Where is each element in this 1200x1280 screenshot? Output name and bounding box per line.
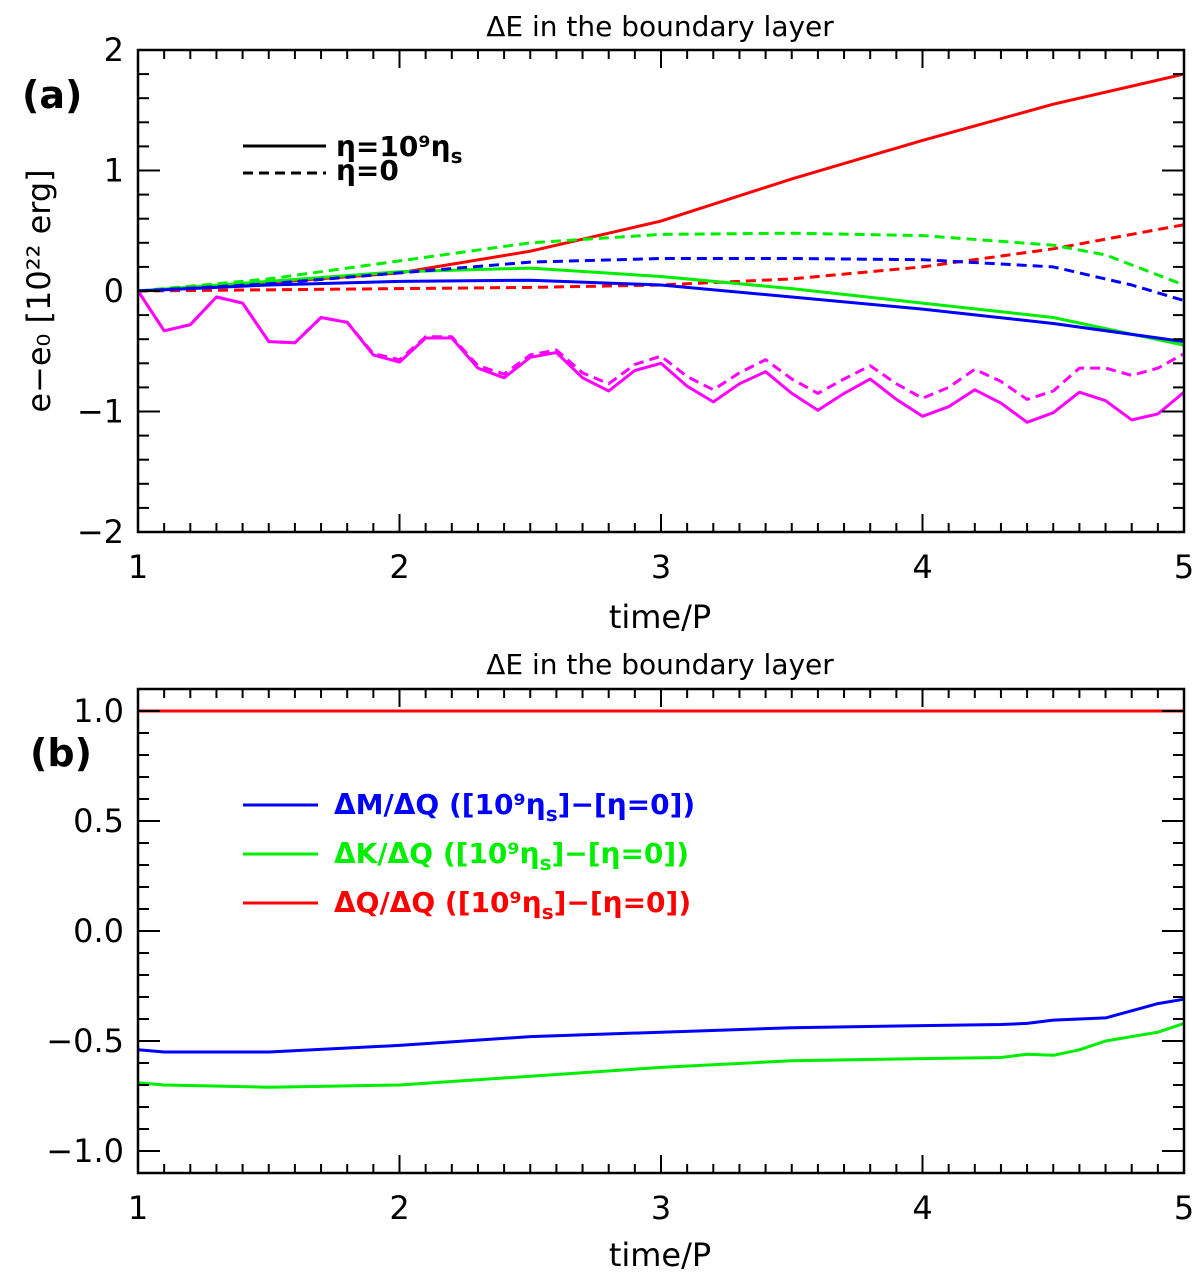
xtick-label-a-4: 5	[1174, 548, 1194, 586]
xtick-label-b-3: 4	[912, 1189, 932, 1227]
legend-a-item-2: η=0	[336, 154, 399, 187]
xtick-label-b-0: 1	[128, 1189, 148, 1227]
series-a-6	[136, 290, 1185, 424]
ytick-label-a-0: −2	[77, 513, 124, 551]
panel-b-frame	[136, 687, 1186, 1175]
xtick-label-b-1: 2	[389, 1189, 409, 1227]
series-a-3	[137, 231, 1185, 293]
series-a-2	[137, 266, 1185, 347]
panel-b-legend: ΔM/ΔQ ([10⁹ηs]−[η=0]) ΔK/ΔQ ([10⁹ηs]−[η=…	[243, 788, 695, 924]
panel-a-legend: η=10⁹ηs η=0	[243, 130, 462, 187]
ytick-label-a-2: 0	[104, 272, 124, 310]
xtick-label-a-2: 3	[651, 548, 671, 586]
panel-a-label: (a)	[22, 73, 82, 117]
ytick-label-a-1: −1	[77, 393, 124, 431]
legend-b-item-2: ΔK/ΔQ ([10⁹ηs]−[η=0])	[334, 837, 689, 875]
panel-b-title: ΔE in the boundary layer	[486, 648, 834, 681]
legend-b-item-3: ΔQ/ΔQ ([10⁹ηs]−[η=0])	[334, 886, 691, 924]
ytick-label-a-3: 1	[104, 152, 124, 190]
legend-a-item-1: η=10⁹ηs	[336, 130, 462, 168]
legend-b-item-1: ΔM/ΔQ ([10⁹ηs]−[η=0])	[334, 788, 695, 826]
series-a-7	[136, 290, 1185, 401]
series-b-1	[137, 1021, 1185, 1089]
panel-b: ΔE in the boundary layer (b) 1 2 3 4 5 −1.0 −0…	[30, 648, 1194, 1274]
series-a-4	[137, 278, 1185, 344]
ytick-label-b-3: 0.5	[73, 802, 124, 840]
ytick-label-b-1: −0.5	[46, 1022, 124, 1060]
panel-a-title: ΔE in the boundary layer	[486, 10, 834, 43]
panel-a-ylabel: e−e₀ [10²² erg]	[20, 169, 58, 412]
panel-a-frame	[136, 48, 1186, 534]
ytick-label-b-4: 1.0	[73, 692, 124, 730]
panel-b-xlabel: time/P	[609, 1236, 711, 1274]
panel-a: ΔE in the boundary layer (a) 1 2 3 4 5 −2 −1 0 1…	[20, 10, 1194, 636]
ytick-label-b-2: 0.0	[73, 912, 124, 950]
xtick-label-a-3: 4	[912, 548, 932, 586]
series-a-0	[137, 72, 1185, 293]
series-a-5	[137, 257, 1185, 303]
xtick-label-a-0: 1	[128, 548, 148, 586]
panel-a-xlabel: time/P	[609, 598, 711, 636]
series-b-0	[137, 997, 1185, 1054]
xtick-label-a-1: 2	[389, 548, 409, 586]
xtick-label-b-4: 5	[1174, 1189, 1194, 1227]
panel-b-label: (b)	[30, 731, 92, 775]
xtick-label-b-2: 3	[651, 1189, 671, 1227]
ytick-label-b-0: −1.0	[46, 1132, 124, 1170]
ytick-label-a-4: 2	[104, 31, 124, 69]
